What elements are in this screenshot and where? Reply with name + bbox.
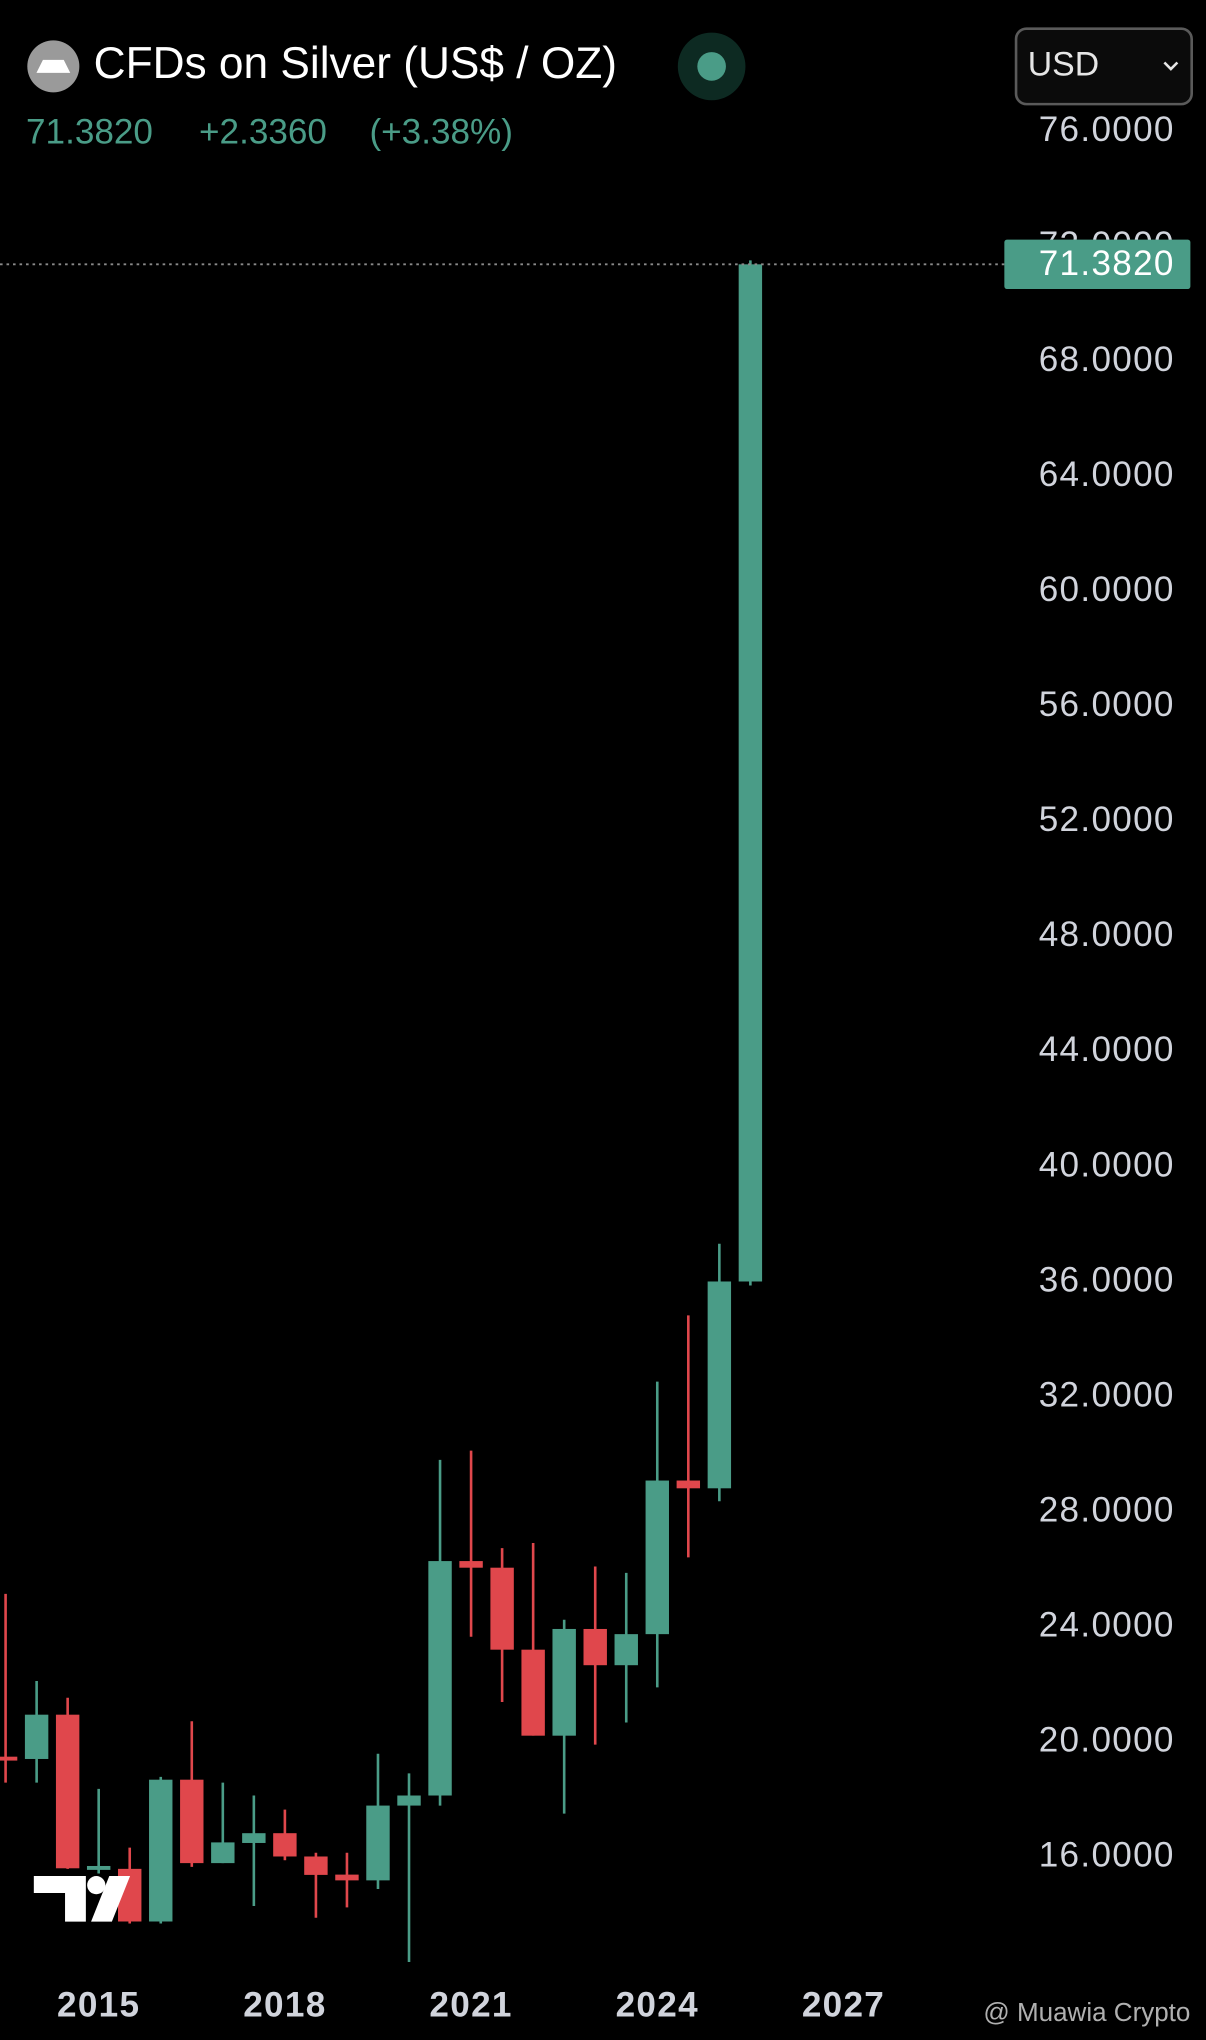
y-tick-label: 20.0000 — [1039, 1721, 1175, 1760]
x-tick-label: 2015 — [57, 1986, 140, 2025]
candle-body — [614, 1634, 638, 1666]
y-tick-label: 24.0000 — [1039, 1606, 1175, 1645]
candle-body — [738, 264, 763, 1282]
candle-body — [304, 1856, 328, 1875]
dropdown-label[interactable]: USD — [1028, 45, 1099, 83]
y-tick-label: 44.0000 — [1039, 1030, 1175, 1069]
y-tick-label: 16.0000 — [1039, 1836, 1175, 1875]
y-tick-label: 64.0000 — [1039, 455, 1175, 494]
price-change-percent: (+3.38%) — [369, 112, 512, 151]
candle-body — [428, 1561, 452, 1796]
symbol-title: CFDs on Silver (US$ / OZ) — [94, 39, 617, 88]
candle-body — [676, 1480, 701, 1489]
candle-body — [397, 1795, 421, 1806]
y-tick-label: 52.0000 — [1039, 800, 1175, 839]
candle-body — [180, 1779, 204, 1864]
candle-body — [335, 1874, 359, 1881]
x-tick-label: 2027 — [802, 1986, 885, 2025]
watermark: @ Muawia Crypto — [983, 1997, 1190, 2027]
candle-body — [459, 1561, 483, 1568]
y-tick-label: 60.0000 — [1039, 570, 1175, 609]
last-price-badge — [1004, 239, 1191, 290]
x-tick-label: 2021 — [429, 1986, 512, 2025]
y-tick-label: 40.0000 — [1039, 1145, 1175, 1184]
dropdown-chevron — [1163, 61, 1179, 71]
candle-body — [552, 1628, 576, 1736]
dropdown-box[interactable] — [1014, 27, 1193, 106]
x-tick-label: 2024 — [616, 1986, 699, 2025]
candle-body — [86, 1865, 111, 1870]
price: 71.3820 — [26, 112, 153, 151]
candle-body — [273, 1833, 297, 1857]
y-tick-label: 68.0000 — [1039, 340, 1175, 379]
candle-body — [583, 1628, 607, 1666]
market-status-dot — [697, 52, 726, 81]
candle-body — [149, 1779, 173, 1922]
y-tick-label: 56.0000 — [1039, 685, 1175, 724]
price-change: +2.3360 — [199, 112, 327, 151]
symbol-logo-icon — [36, 59, 71, 73]
y-tick-label: 28.0000 — [1039, 1490, 1175, 1529]
tv-logo — [33, 1876, 131, 1922]
candle-body — [490, 1567, 514, 1650]
y-tick-label: 36.0000 — [1039, 1260, 1175, 1299]
plot-area — [0, 260, 763, 1963]
y-tick-label: 76.0000 — [1039, 110, 1175, 149]
candle-body — [55, 1714, 80, 1869]
y-tick-label: 48.0000 — [1039, 915, 1175, 954]
currency-dropdown[interactable]: USD — [1014, 27, 1193, 106]
candle-body — [211, 1842, 235, 1864]
x-tick-label: 2018 — [243, 1986, 326, 2025]
y-axis: 16.0000 20.0000 24.0000 28.0000 32.0000 36.00… — [57, 110, 1175, 2025]
candle-body — [366, 1805, 390, 1881]
candle-body — [24, 1714, 49, 1759]
candle-body — [645, 1480, 669, 1635]
candle-body — [521, 1649, 545, 1736]
candle-body — [0, 1756, 18, 1761]
y-tick-label: 32.0000 — [1039, 1375, 1175, 1414]
candle-body — [707, 1281, 732, 1489]
last-price-label: 71.3820 — [1039, 244, 1175, 283]
candle-body — [242, 1833, 266, 1843]
